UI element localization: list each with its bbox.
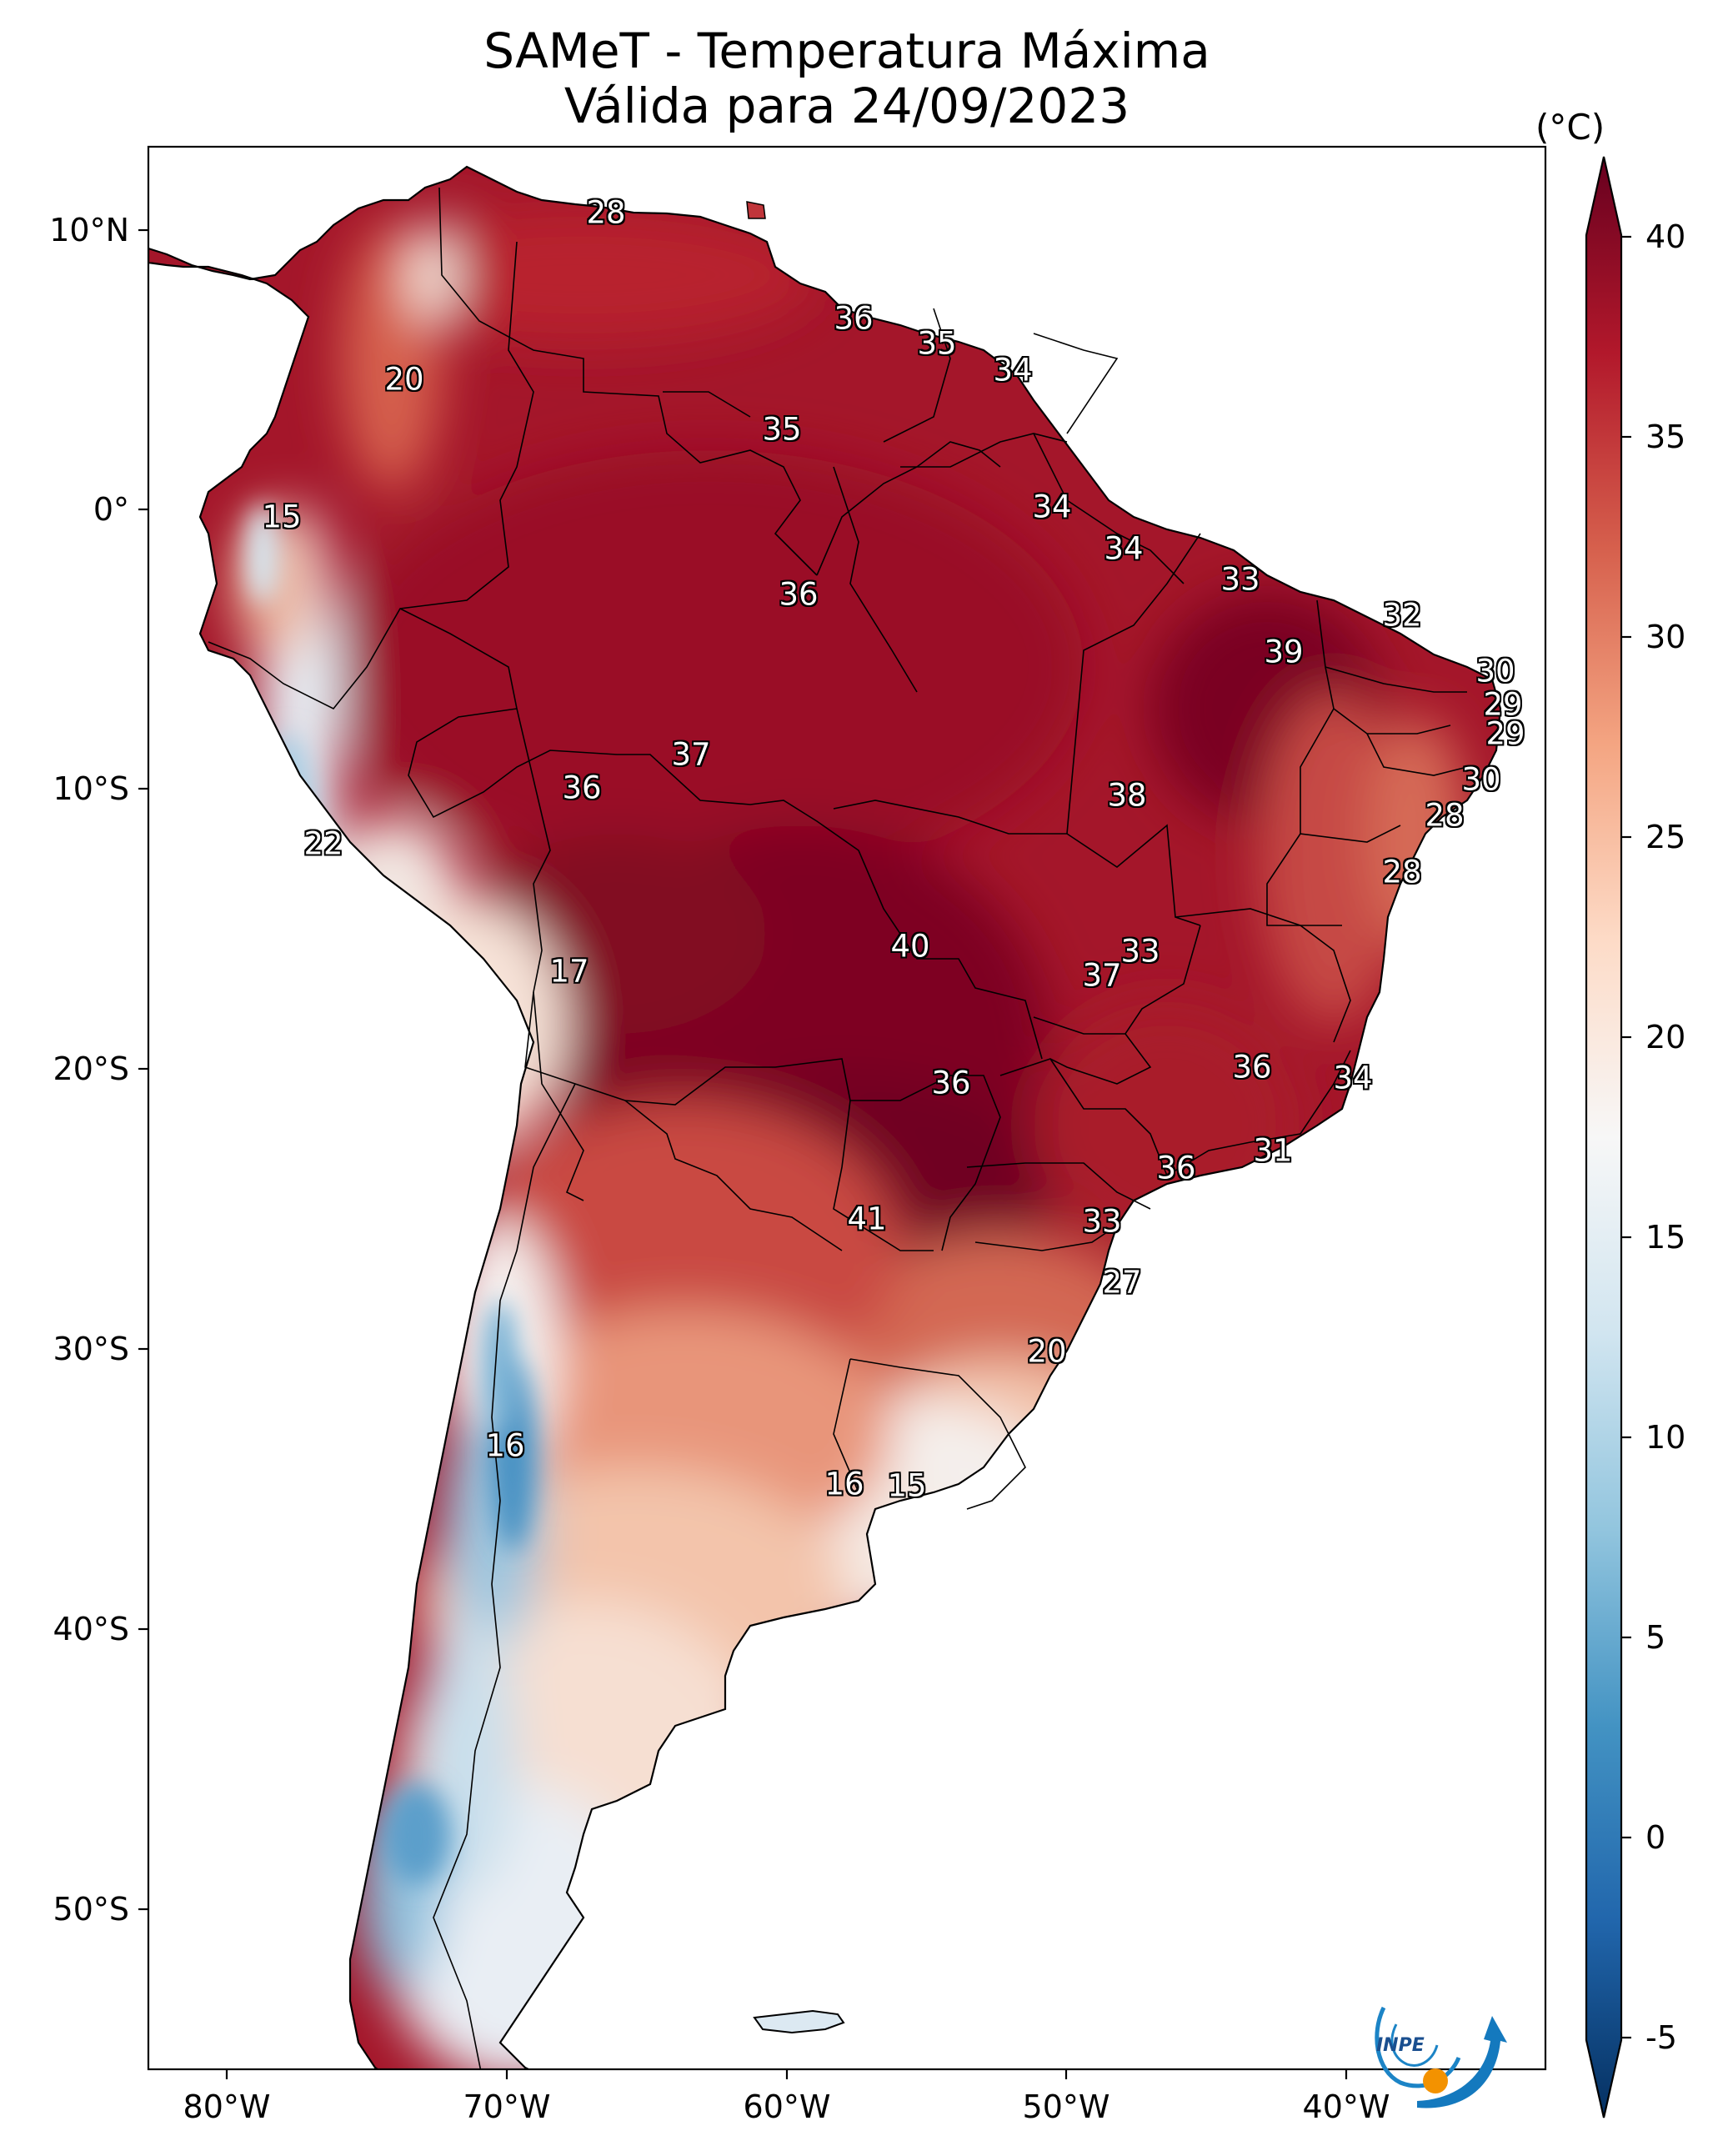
temperature-label: 15	[262, 499, 302, 535]
longitude-label: 50°W	[1022, 2088, 1110, 2125]
falkland-islands	[753, 2009, 845, 2034]
temperature-label: 17	[549, 953, 589, 990]
coastline	[148, 165, 1502, 2069]
latitude-label: 40°S	[53, 1611, 129, 1647]
colorbar-bar	[1585, 156, 1623, 2118]
colorbar-tick-label: 35	[1645, 419, 1686, 455]
temperature-label: 28	[586, 194, 626, 231]
country-borders	[208, 187, 1468, 2069]
longitude-label: 40°W	[1302, 2088, 1390, 2125]
temperature-label: 15	[887, 1467, 927, 1504]
temperature-label: 40	[890, 928, 930, 965]
colorbar-tick-label: 30	[1645, 619, 1686, 655]
temperature-label: 31	[1253, 1132, 1293, 1169]
temperature-label: 36	[562, 770, 602, 806]
map-title: SAMeT - Temperatura Máxima Válida para 2…	[148, 23, 1545, 133]
temperature-label: 30	[1475, 653, 1515, 689]
latitude-label: 10°S	[53, 770, 129, 807]
temperature-label: 27	[1102, 1264, 1142, 1301]
trinidad-island	[746, 201, 766, 219]
colorbar-tick-label: 40	[1645, 218, 1686, 255]
temperature-label: 28	[1382, 854, 1422, 890]
temperature-label: 29	[1485, 715, 1525, 752]
temperature-label: 38	[1107, 777, 1147, 814]
temperature-label: 22	[303, 825, 343, 862]
title-line1: SAMeT - Temperatura Máxima	[483, 23, 1210, 79]
temperature-label: 16	[485, 1427, 525, 1464]
inpe-logo-icon	[1375, 2006, 1507, 2108]
temperature-label: 33	[1220, 561, 1260, 598]
colorbar-tick-label: 0	[1645, 1819, 1666, 1856]
temperature-label: 36	[1156, 1150, 1196, 1186]
temperature-label: 37	[671, 736, 711, 773]
longitude-label: 70°W	[463, 2088, 551, 2125]
colorbar-tick-label: 5	[1645, 1619, 1666, 1656]
latitude-label: 10°N	[49, 212, 129, 248]
colorbar	[1585, 156, 1631, 2118]
latitude-label: 20°S	[53, 1050, 129, 1087]
colorbar-units: (°C)	[1535, 107, 1605, 148]
temperature-label: 34	[1032, 489, 1072, 525]
temperature-label: 41	[847, 1201, 887, 1237]
temperature-label: 16	[824, 1466, 864, 1502]
temperature-label: 36	[1232, 1049, 1272, 1086]
temperature-label: 37	[1082, 957, 1122, 994]
temperature-label: 33	[1120, 933, 1160, 970]
colorbar-tick-label: 15	[1645, 1219, 1686, 1256]
temperature-label: 34	[1104, 530, 1144, 567]
temperature-label: 35	[917, 325, 957, 362]
longitude-label: 60°W	[743, 2088, 831, 2125]
temperature-label: 34	[1333, 1060, 1373, 1096]
temperature-label: 20	[1027, 1333, 1067, 1370]
title-line2: Válida para 24/09/2023	[563, 78, 1130, 134]
temperature-label: 39	[1264, 634, 1304, 670]
colorbar-tick-label: 10	[1645, 1419, 1686, 1456]
temperature-label: 36	[834, 300, 874, 337]
temperature-label: 30	[1461, 761, 1501, 798]
temperature-field	[148, 167, 1500, 2069]
temperature-label: 29	[1483, 686, 1523, 723]
latitude-label: 0°	[93, 491, 129, 528]
temperature-label: 33	[1082, 1203, 1122, 1240]
temperature-label: 35	[762, 411, 802, 448]
temperature-label: 20	[384, 361, 424, 398]
temperature-label: 34	[993, 352, 1033, 389]
temperature-label: 32	[1382, 597, 1422, 634]
temperature-label: 36	[931, 1065, 971, 1101]
colorbar-tick-label: 25	[1645, 819, 1686, 855]
axis-ticks	[138, 228, 1348, 2079]
colorbar-tick-label: 20	[1645, 1019, 1686, 1055]
inpe-logo-text: INPE	[1376, 2035, 1425, 2056]
map-frame	[147, 145, 1547, 2071]
latitude-label: 50°S	[53, 1891, 129, 1928]
temperature-label: 28	[1425, 797, 1465, 834]
colorbar-ticks	[1621, 235, 1631, 2039]
longitude-label: 80°W	[183, 2088, 271, 2125]
temperature-label: 36	[779, 576, 819, 613]
colorbar-tick-label: -5	[1645, 2019, 1677, 2056]
latitude-label: 30°S	[53, 1331, 129, 1367]
